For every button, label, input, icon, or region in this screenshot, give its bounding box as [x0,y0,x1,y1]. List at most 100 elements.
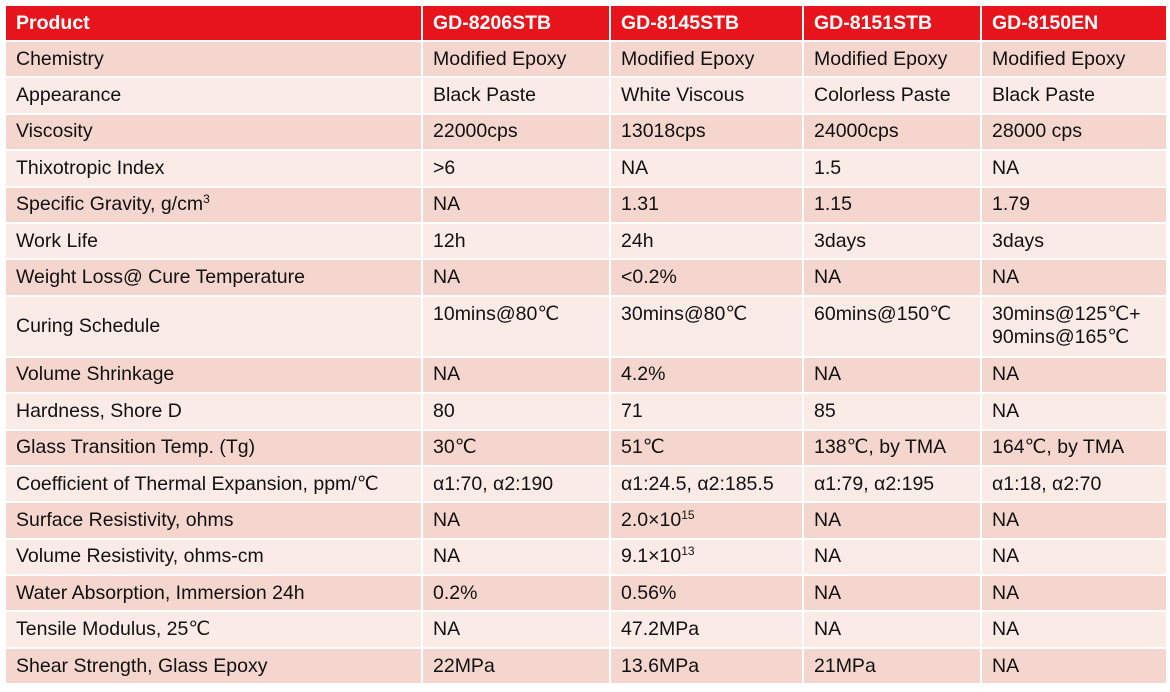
table-cell: >6 [423,151,611,188]
row-label: Shear Strength, Glass Epoxy [6,648,423,686]
table-cell: Black Paste [982,78,1166,115]
row-label: Hardness, Shore D [6,394,423,431]
superscript: 3 [203,192,210,207]
table-cell: NA [982,503,1166,540]
table-cell: NA [423,612,611,649]
table-cell: 164℃, by TMA [982,430,1166,467]
table-cell: 28000 cps [982,114,1166,152]
table-cell: 60mins@150℃ [804,296,982,358]
table-cell: 80 [423,394,611,431]
table-cell: 30℃ [423,430,611,467]
table-row: Weight Loss@ Cure Temperature NA <0.2% N… [6,260,1166,297]
row-label: Thixotropic Index [6,151,423,188]
table-cell: 2.0×1015 [611,503,804,540]
table-row: Curing Schedule 10mins@80℃ 30mins@80℃ 60… [6,296,1166,358]
table-cell: 47.2MPa [611,612,804,649]
header-gd-8151stb: GD-8151STB [804,6,982,42]
table-cell: 30mins@125℃+ 90mins@165℃ [982,296,1166,358]
header-gd-8206stb: GD-8206STB [423,6,611,42]
table-cell: 13018cps [611,114,804,152]
table-cell: NA [982,151,1166,188]
table-cell: NA [804,503,982,540]
table-cell: Modified Epoxy [982,42,1166,79]
table-cell: 30mins@80℃ [611,296,804,358]
table-row: Tensile Modulus, 25℃ NA 47.2MPa NA NA [6,612,1166,649]
cell-text: 9.1×10 [621,545,682,568]
table-cell: 13.6MPa [611,648,804,686]
table-row: Volume Shrinkage NA 4.2% NA NA [6,357,1166,395]
table-cell: Colorless Paste [804,78,982,115]
table-row: Coefficient of Thermal Expansion, ppm/℃ … [6,466,1166,504]
table-cell: α1:70, α2:190 [423,466,611,504]
table-cell: NA [423,357,611,395]
row-label: Tensile Modulus, 25℃ [6,612,423,649]
table-cell: 71 [611,394,804,431]
table-row: Shear Strength, Glass Epoxy 22MPa 13.6MP… [6,648,1166,686]
table-cell: 1.31 [611,187,804,224]
table-cell: Modified Epoxy [423,42,611,79]
table-row: Specific Gravity, g/cm3 NA 1.31 1.15 1.7… [6,187,1166,224]
product-spec-table: Product GD-8206STB GD-8145STB GD-8151STB… [6,6,1166,686]
row-label: Viscosity [6,114,423,152]
row-label-text: Specific Gravity, g/cm [16,193,204,216]
row-label: Surface Resistivity, ohms [6,503,423,540]
table-cell: NA [982,612,1166,649]
table-cell: 3days [982,223,1166,261]
table-cell: 21MPa [804,648,982,686]
table-cell: 9.1×1013 [611,539,804,577]
header-product: Product [6,6,423,42]
table-cell: 10mins@80℃ [423,296,611,358]
table-cell: NA [804,539,982,577]
table-row: Chemistry Modified Epoxy Modified Epoxy … [6,42,1166,79]
superscript: 13 [681,544,695,559]
table-cell: 1.15 [804,187,982,224]
table-cell: NA [423,260,611,297]
header-gd-8145stb: GD-8145STB [611,6,804,42]
row-label: Glass Transition Temp. (Tg) [6,430,423,467]
table-cell: NA [804,260,982,297]
table-cell: 4.2% [611,357,804,395]
table-cell: NA [804,612,982,649]
table-cell: 22000cps [423,114,611,152]
row-label: Volume Resistivity, ohms-cm [6,539,423,577]
table-cell: Modified Epoxy [804,42,982,79]
header-gd-8150en: GD-8150EN [982,6,1166,42]
header-row: Product GD-8206STB GD-8145STB GD-8151STB… [6,6,1166,42]
row-label: Appearance [6,78,423,115]
table-row: Thixotropic Index >6 NA 1.5 NA [6,151,1166,188]
table-cell: 24h [611,223,804,261]
row-label: Coefficient of Thermal Expansion, ppm/℃ [6,466,423,504]
table-row: Glass Transition Temp. (Tg) 30℃ 51℃ 138℃… [6,430,1166,467]
table-cell: 3days [804,223,982,261]
table-cell: 22MPa [423,648,611,686]
table-cell: NA [982,394,1166,431]
table-cell: 1.5 [804,151,982,188]
row-label: Volume Shrinkage [6,357,423,395]
table-cell: NA [804,576,982,613]
table-cell: 1.79 [982,187,1166,224]
table-cell: NA [982,357,1166,395]
table-row: Hardness, Shore D 80 71 85 NA [6,394,1166,431]
table-cell: NA [982,648,1166,686]
table-cell: α1:24.5, α2:185.5 [611,466,804,504]
cell-line: 30mins@125℃+ [992,302,1141,325]
table-cell: NA [423,187,611,224]
table-cell: NA [982,260,1166,297]
table-cell: 12h [423,223,611,261]
table-row: Surface Resistivity, ohms NA 2.0×1015 NA… [6,503,1166,540]
row-label: Specific Gravity, g/cm3 [6,187,423,224]
table-cell: NA [423,503,611,540]
table-cell: 138℃, by TMA [804,430,982,467]
table-row: Viscosity 22000cps 13018cps 24000cps 280… [6,114,1166,152]
table-cell: 51℃ [611,430,804,467]
product-spec-table-container: Product GD-8206STB GD-8145STB GD-8151STB… [6,6,1166,686]
row-label: Chemistry [6,42,423,79]
table-row: Work Life 12h 24h 3days 3days [6,223,1166,261]
table-cell: α1:18, α2:70 [982,466,1166,504]
superscript: 15 [681,507,695,522]
table-cell: 0.2% [423,576,611,613]
row-label: Curing Schedule [6,296,423,358]
cell-line: 90mins@165℃ [992,325,1130,348]
table-cell: <0.2% [611,260,804,297]
table-cell: NA [804,357,982,395]
